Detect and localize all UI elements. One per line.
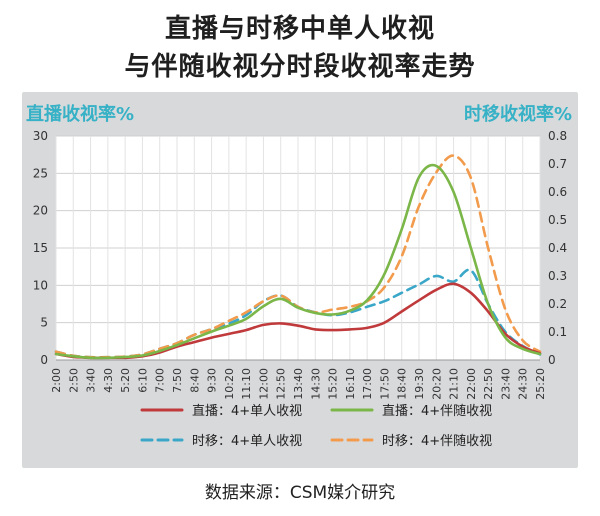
x-tick-label: 25:20 <box>534 368 547 400</box>
y-tick-label-left: 30 <box>33 129 48 143</box>
x-tick-label: 9:30 <box>206 368 219 393</box>
x-tick-label: 3:40 <box>85 368 98 393</box>
y-tick-label-left: 20 <box>33 204 48 218</box>
x-tick-label: 7:00 <box>154 368 167 393</box>
x-tick-label: 21:10 <box>448 368 461 400</box>
chart-title-line-2: 与伴随收视分时段收视率走势 <box>124 52 476 82</box>
y-tick-label-left: 15 <box>33 241 48 255</box>
x-tick-label: 22:50 <box>482 368 495 400</box>
y-axis-title-right: 时移收视率% <box>463 104 572 125</box>
x-tick-label: 7:50 <box>171 368 184 393</box>
y-tick-label-right: 0.1 <box>548 325 567 339</box>
y-tick-label-left: 25 <box>33 166 48 180</box>
y-tick-label-right: 0.4 <box>548 241 567 255</box>
y-tick-label-right: 0.7 <box>548 157 567 171</box>
y-tick-label-left: 0 <box>40 353 48 367</box>
x-tick-label: 4:30 <box>102 368 115 393</box>
legend-label-4: 时移：4+伴随收视 <box>382 434 492 449</box>
chart-title-line-1: 直播与时移中单人收视 <box>164 14 435 44</box>
x-tick-label: 12:00 <box>257 368 270 400</box>
x-tick-label: 8:40 <box>188 368 201 393</box>
data-source: 数据来源：CSM媒介研究 <box>204 483 396 503</box>
legend-label-3: 时移：4+单人收视 <box>192 434 302 449</box>
x-tick-label: 17:50 <box>378 368 391 400</box>
x-tick-label: 2:50 <box>67 368 80 393</box>
x-tick-label: 15:20 <box>327 368 340 400</box>
y-tick-label-left: 5 <box>40 316 48 330</box>
y-tick-label-right: 0.3 <box>548 269 567 283</box>
y-tick-label-right: 0.2 <box>548 297 567 311</box>
y-tick-label-right: 0.8 <box>548 129 567 143</box>
x-tick-label: 5:20 <box>119 368 132 393</box>
y-tick-label-left: 10 <box>33 278 48 292</box>
x-tick-label: 14:30 <box>309 368 322 400</box>
x-tick-label: 13:40 <box>292 368 305 400</box>
x-tick-label: 18:40 <box>396 368 409 400</box>
x-tick-label: 16:10 <box>344 368 357 400</box>
x-tick-label: 19:30 <box>413 368 426 400</box>
x-tick-label: 12:50 <box>275 368 288 400</box>
x-tick-label: 20:20 <box>430 368 443 400</box>
legend-label-1: 直播：4+单人收视 <box>192 404 302 419</box>
series-line-2 <box>54 163 542 360</box>
y-tick-label-right: 0 <box>548 353 556 367</box>
x-tick-label: 10:20 <box>223 368 236 400</box>
x-tick-label: 2:00 <box>50 368 63 393</box>
y-tick-label-right: 0.5 <box>548 213 567 227</box>
x-tick-label: 6:10 <box>136 368 149 393</box>
legend-label-2: 直播：4+伴随收视 <box>382 404 492 419</box>
x-tick-label: 17:00 <box>361 368 374 400</box>
x-tick-label: 11:10 <box>240 368 253 400</box>
y-tick-label-right: 0.6 <box>548 185 567 199</box>
y-axis-title-left: 直播收视率% <box>26 104 135 125</box>
x-tick-label: 24:30 <box>517 368 530 400</box>
x-tick-label: 23:40 <box>499 368 512 400</box>
x-tick-label: 22:00 <box>465 368 478 400</box>
